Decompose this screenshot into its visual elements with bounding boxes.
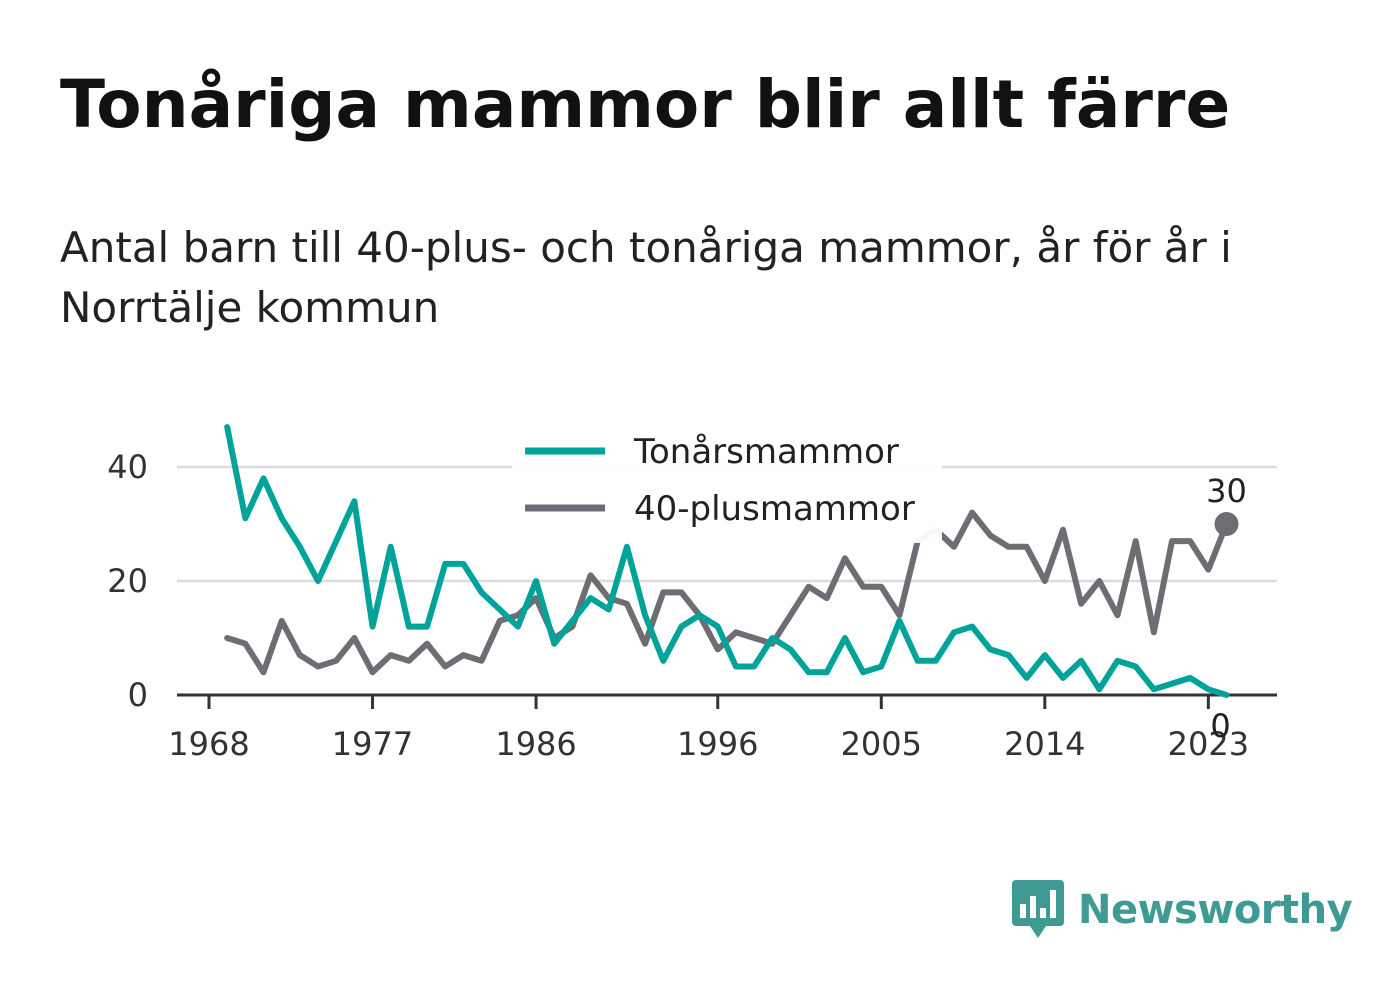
bar-chart-speech-bubble-icon	[1012, 880, 1064, 938]
chart-subtitle: Antal barn till 40-plus- och tonåriga ma…	[60, 223, 1232, 332]
y-tick-label: 40	[107, 448, 148, 486]
x-tick-label: 2023	[1168, 725, 1249, 763]
x-tick-label: 2005	[841, 725, 922, 763]
x-tick-label: 1968	[168, 725, 249, 763]
legend-label: 40-plusmammor	[634, 489, 915, 529]
y-tick-label: 0	[128, 676, 148, 714]
series-line-tonarsmammor	[224, 424, 1230, 698]
end-point-marker	[1214, 512, 1239, 536]
end-value-label: 30	[1206, 472, 1247, 510]
end-value-label: 0	[1210, 707, 1230, 745]
x-tick-label: 1986	[495, 725, 576, 763]
legend-label: Tonårsmammor	[633, 432, 899, 472]
legend: Tonårsmammor 40-plusmammor	[512, 425, 942, 543]
x-tick-label: 2014	[1004, 725, 1085, 763]
x-tick-label: 1996	[677, 725, 758, 763]
chart-title: Tonåriga mammor blir allt färre	[60, 66, 1231, 143]
legend-background	[512, 425, 942, 543]
x-tick-label: 1977	[332, 725, 413, 763]
newsworthy-brand: Newsworthy	[1012, 880, 1353, 940]
y-tick-label: 20	[107, 562, 148, 600]
brand-name: Newsworthy	[1078, 887, 1353, 933]
